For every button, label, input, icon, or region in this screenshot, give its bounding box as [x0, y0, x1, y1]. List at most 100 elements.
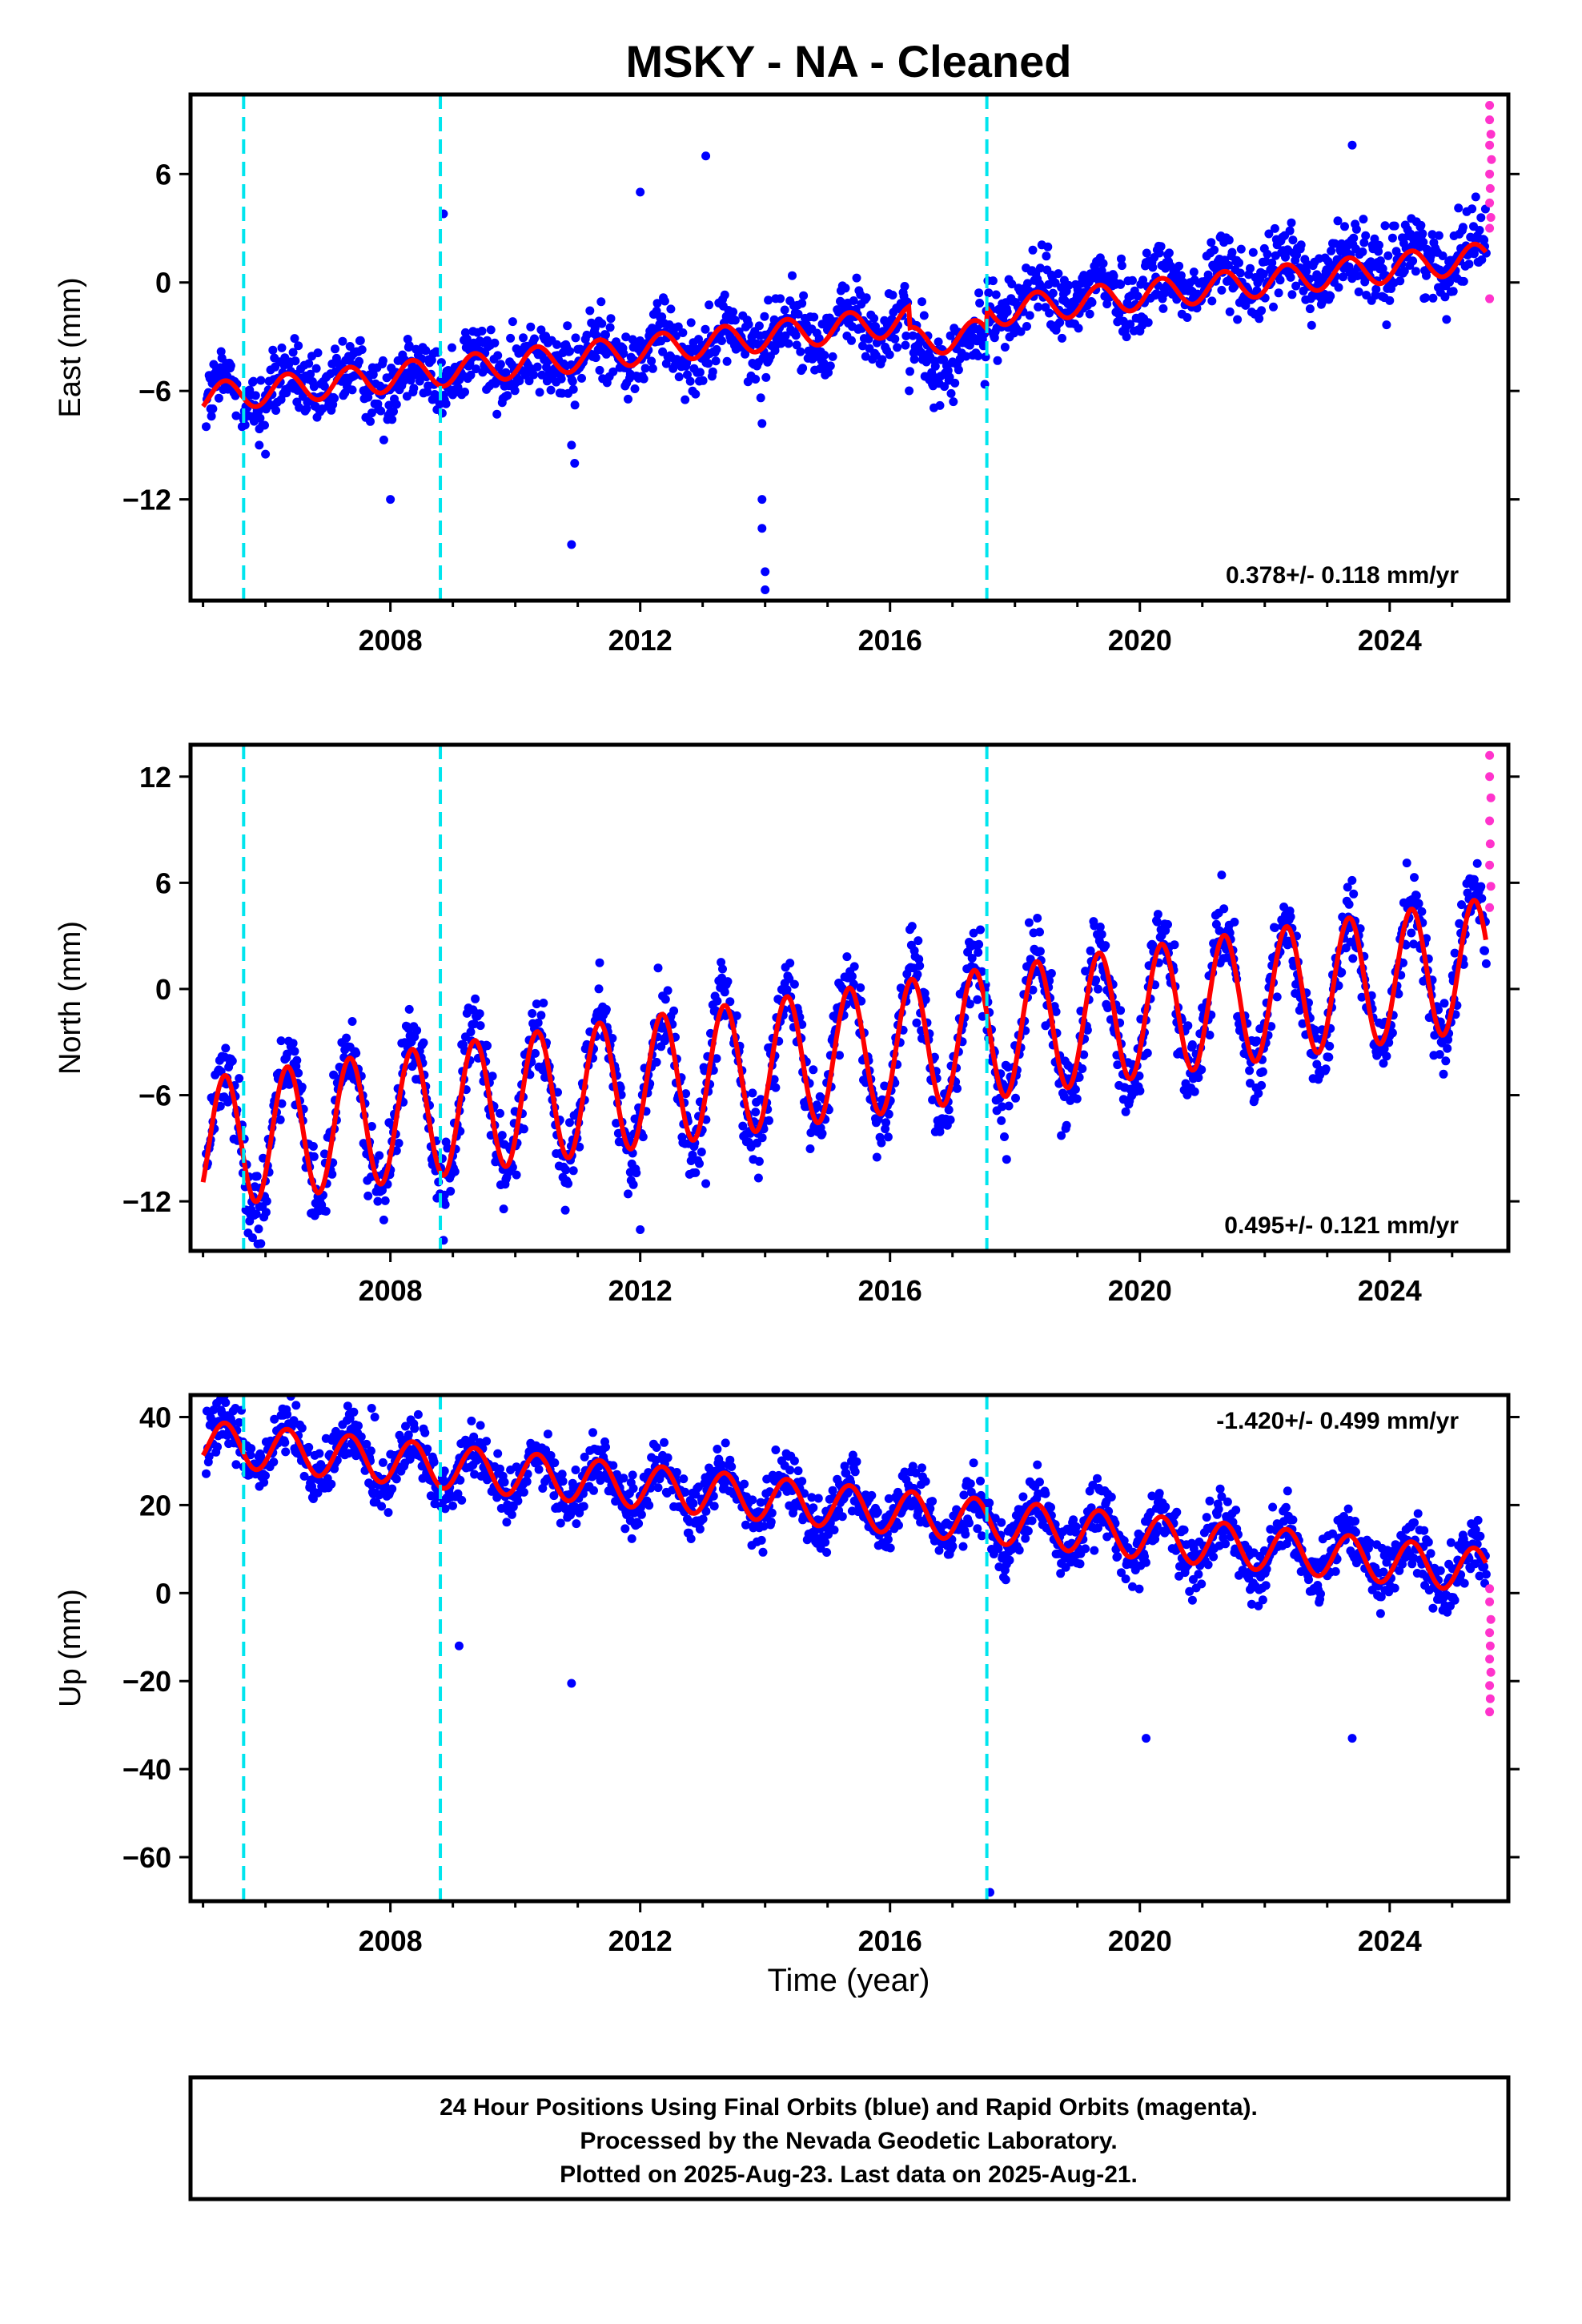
data-point — [391, 1474, 401, 1484]
outlier-point — [567, 440, 576, 450]
rapid-orbit-point — [1485, 750, 1495, 760]
data-point — [928, 1096, 938, 1104]
data-point — [1402, 858, 1411, 868]
data-point — [466, 1027, 476, 1037]
data-point — [1082, 1025, 1092, 1035]
data-point — [493, 351, 503, 360]
data-point — [1439, 999, 1449, 1008]
data-point — [1034, 302, 1043, 312]
data-point — [302, 404, 311, 413]
data-point — [619, 348, 628, 358]
rapid-orbit-point — [1485, 198, 1495, 207]
data-point — [1176, 271, 1186, 280]
rapid-orbit-point — [1485, 140, 1495, 150]
data-point — [1286, 272, 1295, 282]
data-point — [1435, 1050, 1444, 1059]
data-point — [709, 1491, 718, 1501]
data-point — [792, 340, 801, 350]
data-point — [1156, 242, 1166, 251]
data-point — [608, 367, 618, 376]
data-point — [591, 353, 600, 363]
rapid-orbit-point — [1486, 130, 1496, 139]
data-point — [373, 1196, 383, 1206]
data-point — [730, 316, 740, 325]
data-point — [1230, 917, 1239, 927]
data-point — [472, 364, 480, 374]
data-point — [953, 1084, 962, 1093]
data-point — [1261, 1581, 1271, 1590]
data-point — [375, 1151, 384, 1160]
data-point — [409, 384, 419, 393]
y-tick-label: 6 — [155, 158, 171, 191]
data-point — [764, 296, 773, 305]
data-point — [231, 1460, 241, 1470]
data-point — [507, 1510, 516, 1519]
data-point — [809, 1065, 818, 1075]
data-point — [944, 1105, 954, 1115]
data-point — [1334, 283, 1343, 292]
data-point — [673, 322, 683, 332]
data-point — [894, 1521, 903, 1530]
data-point — [1179, 1526, 1189, 1534]
figure-title: MSKY - NA - Cleaned — [626, 36, 1072, 86]
data-point — [1069, 1515, 1078, 1525]
data-point — [812, 1100, 821, 1110]
data-point — [930, 361, 940, 371]
x-tick-label: 2024 — [1358, 624, 1422, 657]
rapid-orbit-point — [1485, 294, 1495, 304]
data-point — [1351, 224, 1361, 234]
data-point — [1160, 288, 1170, 298]
data-point — [1097, 930, 1106, 939]
data-point — [546, 385, 556, 395]
data-point — [606, 314, 616, 324]
data-point — [204, 1452, 214, 1462]
data-point — [828, 352, 837, 361]
data-point — [1341, 943, 1351, 953]
data-point — [985, 1498, 994, 1508]
data-point — [704, 359, 713, 368]
data-point — [1430, 1031, 1439, 1040]
data-point — [429, 1458, 439, 1467]
data-point — [1457, 900, 1466, 910]
data-point — [543, 1429, 552, 1439]
data-point — [1016, 327, 1026, 336]
data-point — [1102, 300, 1112, 309]
data-point — [306, 369, 315, 379]
data-point — [758, 1547, 768, 1557]
data-point — [497, 1131, 507, 1140]
data-point — [1026, 955, 1035, 964]
data-point — [1302, 267, 1311, 276]
data-point — [565, 347, 574, 356]
outlier-point — [701, 151, 711, 161]
data-point — [379, 435, 388, 444]
data-point — [928, 1497, 938, 1506]
data-point — [852, 1457, 861, 1466]
data-point — [276, 1036, 286, 1046]
outlier-point — [1385, 296, 1395, 305]
data-point — [596, 297, 606, 307]
data-point — [1283, 1486, 1292, 1496]
data-point — [570, 400, 580, 410]
data-point — [1438, 251, 1447, 260]
data-point — [1337, 967, 1347, 977]
data-point — [858, 341, 867, 351]
data-point — [1336, 247, 1346, 256]
data-point — [634, 1519, 644, 1528]
data-point — [590, 324, 600, 332]
rapid-orbit-point — [1486, 882, 1496, 891]
data-point — [712, 1054, 721, 1063]
data-point — [883, 1534, 893, 1544]
outlier-point — [757, 495, 767, 505]
data-point — [708, 367, 717, 376]
data-point — [261, 1471, 270, 1481]
data-point — [568, 384, 578, 394]
data-point — [492, 409, 502, 419]
data-point — [1411, 891, 1421, 900]
data-point — [966, 1479, 975, 1489]
rapid-orbit-point — [1485, 772, 1495, 782]
data-point — [720, 987, 729, 997]
data-point — [1408, 256, 1418, 266]
data-point — [965, 999, 974, 1009]
data-point — [1383, 251, 1393, 260]
